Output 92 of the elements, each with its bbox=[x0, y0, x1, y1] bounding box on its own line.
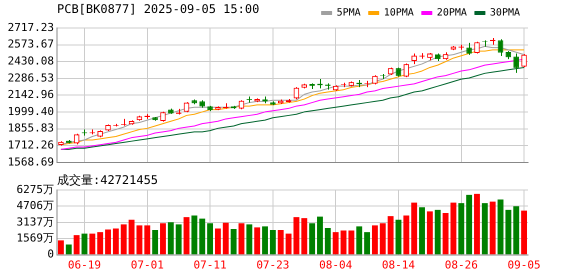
bar bbox=[442, 212, 449, 254]
y-tick-label: 2573.67 bbox=[8, 38, 54, 51]
bar bbox=[505, 210, 512, 254]
bar bbox=[82, 234, 88, 254]
bar bbox=[372, 225, 378, 254]
y-tick-label: 1568.69 bbox=[8, 155, 54, 168]
candlestick bbox=[238, 100, 244, 110]
bar bbox=[309, 223, 316, 254]
bar bbox=[144, 225, 150, 254]
bar bbox=[466, 194, 472, 254]
bar bbox=[521, 210, 528, 254]
bar bbox=[152, 230, 158, 254]
bar bbox=[348, 230, 354, 254]
bar bbox=[419, 207, 425, 254]
bar bbox=[262, 226, 268, 254]
candlestick bbox=[474, 41, 480, 54]
x-tick-label: 07-01 bbox=[130, 258, 164, 272]
bar bbox=[191, 216, 198, 254]
bar bbox=[136, 225, 142, 254]
bar bbox=[74, 235, 80, 254]
legend-label: 5PMA bbox=[336, 8, 361, 19]
bar bbox=[434, 210, 441, 254]
bar bbox=[278, 230, 284, 254]
y-tick-label: 2286.53 bbox=[8, 71, 54, 84]
bar bbox=[317, 216, 323, 254]
x-tick-label: 08-04 bbox=[319, 258, 353, 272]
bar bbox=[160, 223, 166, 254]
bar bbox=[286, 234, 292, 254]
bar bbox=[396, 220, 402, 254]
x-tick-label: 09-05 bbox=[508, 258, 541, 272]
candlestick bbox=[513, 53, 519, 74]
bar bbox=[340, 230, 346, 254]
candlestick bbox=[294, 86, 300, 100]
bar bbox=[66, 244, 72, 254]
y-tick-label: 2717.23 bbox=[8, 20, 54, 34]
bar bbox=[490, 202, 496, 254]
candlestick bbox=[372, 74, 378, 85]
bar bbox=[364, 232, 370, 254]
x-tick-label: 08-26 bbox=[444, 258, 478, 272]
bar bbox=[58, 240, 64, 254]
bar bbox=[238, 223, 244, 254]
y-tick-label: 2430.08 bbox=[8, 54, 54, 68]
candlestick bbox=[404, 62, 410, 78]
bar bbox=[270, 230, 276, 254]
bar bbox=[458, 203, 464, 254]
y-tick-label: 0 bbox=[47, 248, 54, 261]
x-tick-label: 07-23 bbox=[256, 258, 290, 272]
legend-label: 10PMA bbox=[384, 8, 414, 19]
x-tick-label: 07-11 bbox=[194, 258, 227, 272]
y-tick-label: 1855.83 bbox=[8, 122, 54, 135]
candlestick bbox=[466, 42, 472, 56]
bar bbox=[246, 224, 252, 254]
bar bbox=[112, 228, 119, 254]
bar bbox=[332, 232, 339, 254]
candlestick bbox=[411, 53, 417, 65]
bar bbox=[254, 227, 260, 254]
x-tick-label: 08-14 bbox=[382, 258, 416, 272]
bar bbox=[293, 217, 300, 254]
bar bbox=[128, 220, 135, 254]
candlestick bbox=[498, 38, 504, 56]
legend-label: 30PMA bbox=[490, 8, 520, 19]
bar bbox=[498, 200, 504, 254]
y-tick-label: 1712.26 bbox=[8, 138, 54, 152]
y-tick-label: 4706万 bbox=[16, 199, 54, 212]
bar bbox=[105, 230, 111, 254]
chart-title: PCB[BK0877] 2025-09-05 15:00 bbox=[57, 2, 260, 16]
bar bbox=[388, 216, 394, 254]
bar bbox=[214, 228, 221, 254]
bar bbox=[301, 218, 308, 254]
bar bbox=[474, 194, 480, 254]
bar bbox=[513, 206, 520, 254]
bar bbox=[356, 226, 362, 254]
y-tick-label: 1569万 bbox=[16, 231, 54, 244]
bar bbox=[230, 228, 237, 254]
x-tick-label: 06-19 bbox=[68, 258, 102, 272]
bar bbox=[184, 217, 190, 254]
bar bbox=[120, 224, 127, 254]
candlestick bbox=[521, 54, 527, 68]
bar bbox=[450, 202, 456, 254]
bar bbox=[199, 218, 206, 254]
bar bbox=[324, 228, 331, 254]
chart-title: 成交量:42721455 bbox=[57, 172, 158, 189]
bar bbox=[482, 203, 488, 254]
bar bbox=[207, 223, 214, 254]
legend-label: 20PMA bbox=[436, 8, 467, 19]
bar bbox=[426, 211, 433, 254]
y-tick-label: 2142.96 bbox=[8, 88, 54, 102]
y-tick-label: 3137万 bbox=[16, 215, 54, 228]
bar bbox=[222, 222, 229, 254]
y-tick-label: 1999.40 bbox=[8, 104, 54, 118]
y-tick-label: 6275万 bbox=[16, 182, 54, 196]
bar bbox=[380, 223, 386, 254]
